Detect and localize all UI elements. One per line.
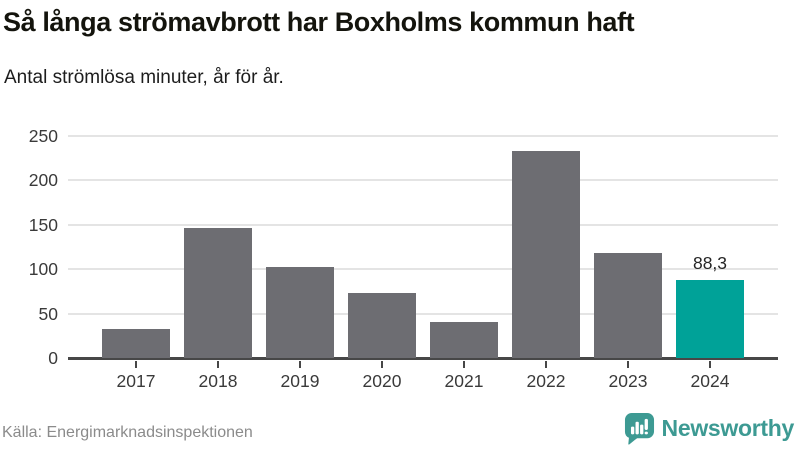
bar-chart: 0 50 100 150 200 250 88,3 2017 2018 2019 2020 202…: [0, 126, 778, 392]
bar-2020: [348, 293, 416, 358]
chart-title: Så långa strömavbrott har Boxholms kommu…: [3, 7, 635, 37]
gridline-150: [68, 223, 778, 226]
x-tick-2017: [135, 361, 137, 368]
x-tick-label-2022: 2022: [512, 361, 580, 392]
y-tick-label-200: 200: [28, 170, 58, 191]
chart-subtitle: Antal strömlösa minuter, år för år.: [4, 67, 284, 88]
plot-area: 88,3: [68, 135, 778, 360]
bar-band-2018: [184, 228, 252, 358]
bar-2019: [266, 267, 334, 358]
gridline-100: [68, 268, 778, 271]
bar-band-2017: [102, 329, 170, 358]
x-tick-label-2023: 2023: [594, 361, 662, 392]
bar-band-2020: [348, 293, 416, 358]
y-tick-label-0: 0: [48, 348, 58, 368]
y-tick-label-50: 50: [38, 303, 58, 324]
newsworthy-logo-text: Newsworthy: [661, 415, 795, 441]
source-label: Källa: Energimarknadsinspektionen: [2, 424, 253, 441]
y-tick-label-100: 100: [28, 259, 58, 280]
bar-band-2023: [594, 253, 662, 358]
x-tick-2024: [709, 361, 711, 368]
x-tick-2019: [299, 361, 301, 368]
bars: 88,3: [68, 136, 778, 358]
newsworthy-logo-icon: [624, 413, 654, 445]
x-tick-label-2021: 2021: [430, 361, 498, 392]
bar-band-2024: 88,3: [676, 253, 744, 358]
bar-2018: [184, 228, 252, 358]
bar-2021: [430, 322, 498, 358]
y-axis: 0 50 100 150 200 250: [0, 126, 58, 368]
gridline-250: [68, 135, 778, 137]
bar-2023: [594, 253, 662, 358]
x-tick-label-2019: 2019: [266, 361, 334, 392]
newsworthy-logo: Newsworthy: [624, 412, 794, 445]
x-tick-2022: [545, 361, 547, 368]
x-axis-line: [68, 357, 778, 360]
bar-2024: [676, 280, 744, 358]
x-tick-2021: [463, 361, 465, 368]
bar-band-2019: [266, 267, 334, 358]
bar-band-2022: [512, 151, 580, 358]
bar-band-2021: [430, 322, 498, 358]
x-tick-2023: [627, 361, 629, 368]
x-tick-label-2017: 2017: [102, 361, 170, 392]
x-tick-2018: [217, 361, 219, 368]
bar-2017: [102, 329, 170, 358]
gridline-200: [68, 179, 778, 182]
y-tick-label-250: 250: [28, 126, 58, 146]
gridline-50: [68, 312, 778, 315]
x-tick-label-2024: 2024: [676, 361, 744, 392]
bar-2022: [512, 151, 580, 358]
bar-value-label-2024: 88,3: [692, 253, 728, 273]
y-tick-label-150: 150: [28, 214, 58, 235]
x-tick-label-2020: 2020: [348, 361, 416, 392]
x-tick-2020: [381, 361, 383, 368]
x-axis: 2017 2018 2019 2020 2021 2022 2023 2024: [68, 361, 778, 392]
x-tick-label-2018: 2018: [184, 361, 252, 392]
